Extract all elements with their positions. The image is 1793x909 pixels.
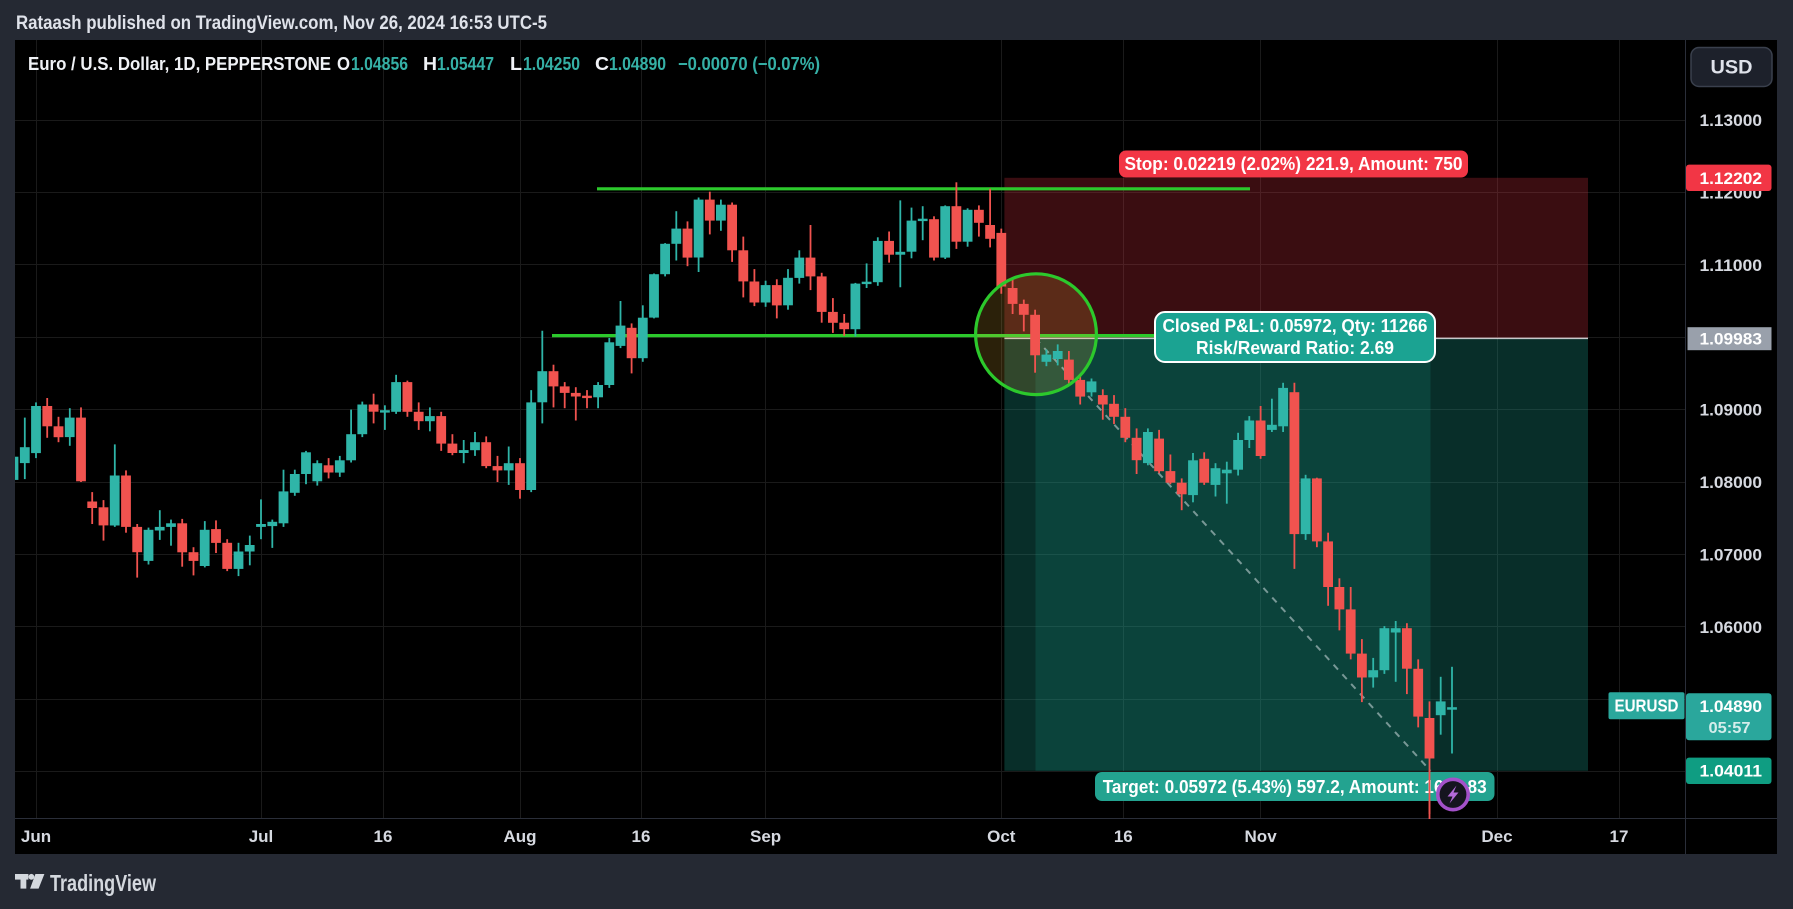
- svg-text:Sep: Sep: [750, 827, 781, 846]
- svg-text:16: 16: [632, 827, 651, 846]
- svg-text:EURUSD: EURUSD: [1615, 696, 1679, 716]
- svg-text:1.12202: 1.12202: [1700, 169, 1763, 188]
- svg-text:Euro / U.S. Dollar, 1D, PEPPER: Euro / U.S. Dollar, 1D, PEPPERSTONE: [28, 53, 331, 74]
- svg-text:1.07000: 1.07000: [1700, 545, 1763, 564]
- svg-text:Risk/Reward Ratio: 2.69: Risk/Reward Ratio: 2.69: [1196, 337, 1394, 358]
- svg-text:1.04890: 1.04890: [1700, 697, 1763, 716]
- svg-text:1.04890: 1.04890: [609, 54, 666, 74]
- svg-text:USD: USD: [1711, 58, 1753, 79]
- svg-text:1.04011: 1.04011: [1700, 761, 1763, 780]
- svg-text:L: L: [510, 54, 522, 74]
- svg-text:Target: 0.05972 (5.43%) 597.2,: Target: 0.05972 (5.43%) 597.2, Amount: 1…: [1103, 776, 1487, 797]
- svg-text:1.09000: 1.09000: [1700, 401, 1763, 420]
- svg-text:16: 16: [1114, 827, 1133, 846]
- svg-text:Jul: Jul: [249, 827, 274, 846]
- svg-text:05:57: 05:57: [1709, 720, 1751, 737]
- svg-text:Aug: Aug: [503, 827, 536, 846]
- svg-text:O: O: [337, 54, 350, 74]
- svg-text:1.06000: 1.06000: [1700, 618, 1763, 637]
- svg-text:H: H: [423, 54, 437, 74]
- svg-text:1.11000: 1.11000: [1700, 256, 1763, 275]
- svg-text:Closed P&L: 0.05972, Qty: 1126: Closed P&L: 0.05972, Qty: 11266: [1163, 315, 1428, 336]
- svg-text:Rataash published on TradingVi: Rataash published on TradingView.com, No…: [16, 13, 547, 34]
- svg-text:1.09983: 1.09983: [1700, 329, 1763, 348]
- svg-text:17: 17: [1610, 827, 1629, 846]
- svg-text:1.04250: 1.04250: [523, 54, 580, 74]
- svg-text:Nov: Nov: [1245, 827, 1278, 846]
- svg-text:Jun: Jun: [21, 827, 51, 846]
- svg-text:1.08000: 1.08000: [1700, 473, 1763, 492]
- svg-text:Oct: Oct: [987, 827, 1016, 846]
- svg-text:1.05447: 1.05447: [437, 54, 494, 74]
- svg-text:16: 16: [374, 827, 393, 846]
- svg-text:1.04856: 1.04856: [351, 54, 408, 74]
- svg-text:Stop: 0.02219 (2.02%) 221.9, A: Stop: 0.02219 (2.02%) 221.9, Amount: 750: [1125, 153, 1463, 174]
- svg-text:C: C: [595, 54, 609, 74]
- svg-text:1.13000: 1.13000: [1700, 111, 1763, 130]
- svg-text:−0.00070 (−0.07%): −0.00070 (−0.07%): [678, 54, 820, 74]
- svg-text:TradingView: TradingView: [50, 870, 157, 896]
- svg-text:Dec: Dec: [1481, 827, 1512, 846]
